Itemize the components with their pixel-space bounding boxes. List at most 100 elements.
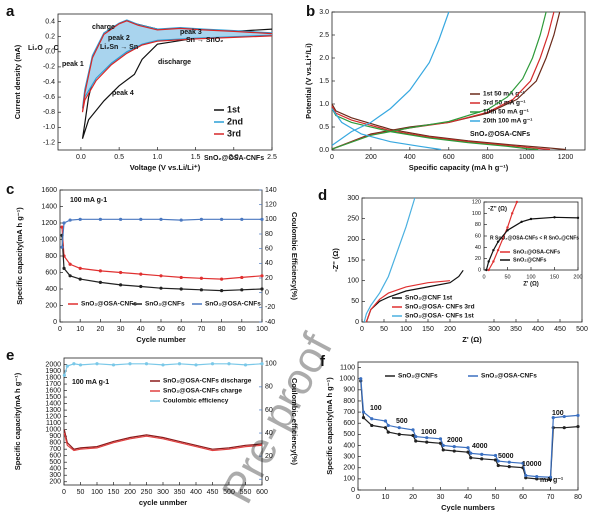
- data-point: [425, 440, 429, 444]
- data-point: [553, 216, 556, 219]
- data-point: [128, 362, 132, 366]
- x-tick-label: 600: [256, 489, 268, 496]
- data-point: [260, 287, 264, 291]
- y-tick-label: 600: [49, 453, 61, 460]
- data-point: [78, 217, 82, 221]
- data-point: [551, 416, 555, 420]
- data-point: [487, 260, 490, 263]
- x-tick-label: 200: [444, 326, 456, 333]
- data-point: [535, 475, 539, 479]
- y2-tick-label: 100: [265, 361, 277, 368]
- x-tick-label: 40: [464, 494, 472, 501]
- y-tick-label: 700: [49, 446, 61, 453]
- annotation: 2000: [447, 437, 463, 444]
- data-point: [60, 245, 64, 249]
- x-tick-label: 550: [240, 489, 252, 496]
- panel: 0 10 20 30 40 50 60 70 8001002003004005006007008…: [320, 353, 582, 512]
- x-tick-label: 0: [330, 154, 334, 161]
- panel: 0 10 20 30 40 50 60 70 80 90 100020040060080010001…: [6, 181, 299, 344]
- panel-label: d: [318, 187, 327, 204]
- y-tick-label: 1600: [45, 387, 61, 394]
- annotation: SnO₂@OSA-CNFs: [204, 155, 264, 162]
- y-tick-label: 40: [475, 245, 481, 251]
- series-line: [331, 11, 547, 151]
- data-point: [159, 286, 163, 290]
- y-tick-label: 1000: [41, 236, 57, 243]
- data-point: [501, 237, 504, 241]
- data-point: [111, 363, 116, 367]
- y-tick-label: 100: [347, 278, 359, 285]
- x-tick-label: 1.0: [152, 154, 162, 161]
- y-tick-label: 0: [355, 319, 359, 326]
- y-axis-label: -Z'' (Ω): [331, 248, 340, 272]
- x-tick-label: 10: [382, 494, 390, 501]
- data-point: [466, 450, 470, 454]
- x-tick-label: 2.5: [267, 154, 277, 161]
- data-point: [411, 428, 415, 432]
- data-point: [240, 288, 244, 292]
- data-point: [72, 362, 76, 366]
- annotation: peak 4: [112, 90, 134, 97]
- data-point: [159, 274, 163, 278]
- data-point: [177, 362, 182, 366]
- data-point: [139, 217, 143, 221]
- y-tick-label: -0.8: [43, 109, 55, 116]
- data-point: [576, 216, 580, 220]
- y2-tick-label: 120: [265, 202, 277, 209]
- data-point: [469, 456, 473, 460]
- x-tick-label: 0.5: [114, 154, 124, 161]
- data-point: [119, 217, 123, 221]
- data-point: [144, 362, 149, 366]
- data-point: [139, 284, 143, 289]
- y-tick-label: 1400: [41, 203, 57, 210]
- series-line: [331, 11, 450, 151]
- x-tick-label: 90: [238, 326, 246, 333]
- y-tick-label: 1.0: [319, 101, 329, 108]
- legend-label: SnO₂@CNFs: [145, 301, 185, 308]
- y-tick-label: 1300: [45, 407, 61, 414]
- x-tick-label: 60: [519, 494, 527, 501]
- y-tick-label: 1100: [46, 420, 61, 427]
- x-axis-label: Specific capacity (mA h g⁻¹): [409, 163, 509, 172]
- y-tick-label: 1.5: [319, 78, 329, 85]
- data-point: [68, 262, 72, 266]
- data-point: [438, 437, 443, 441]
- legend-label: 1st 50 mA g⁻¹: [483, 91, 525, 98]
- data-point: [161, 363, 165, 367]
- y-tick-label: -0.2: [43, 64, 55, 71]
- y-tick-label: 1400: [45, 400, 61, 407]
- y-axis-label: Potential (V vs.Li⁺/Li): [304, 43, 313, 119]
- data-point: [78, 277, 82, 281]
- y-tick-label: 2000: [45, 361, 61, 368]
- legend-label: SnO₂@OSA-CNFs: [81, 301, 137, 308]
- x-tick-label: 400: [190, 489, 202, 496]
- x-axis-label: Voltage (V vs.Li/Li⁺): [130, 163, 201, 172]
- y-tick-label: 1600: [41, 187, 57, 194]
- y-tick-label: -1.2: [43, 139, 55, 146]
- data-point: [359, 377, 363, 381]
- data-point: [119, 283, 123, 287]
- data-point: [210, 362, 215, 366]
- annotation: peak 1: [62, 61, 84, 68]
- y2-tick-label: 140: [265, 187, 277, 194]
- annotation: peak 3: [180, 29, 202, 36]
- y-tick-label: 800: [49, 440, 61, 447]
- x-tick-label: 50: [492, 494, 500, 501]
- y2-tick-label: 20: [265, 453, 273, 460]
- panel-label: f: [320, 353, 326, 370]
- y-tick-label: 80: [475, 222, 481, 228]
- panel: 0 200 400 600 800 1000 1200 0.0 0.5 1.0 1.5 2.0 2.5 3…: [304, 3, 586, 172]
- data-point: [438, 441, 443, 445]
- x-tick-label: 100: [91, 489, 103, 496]
- data-point: [220, 277, 224, 281]
- x-tick-label: 0.0: [76, 154, 86, 161]
- y2-tick-label: 40: [265, 260, 273, 267]
- y-tick-label: 800: [45, 253, 57, 260]
- y-tick-label: 700: [343, 409, 355, 416]
- y-tick-label: 0.4: [45, 18, 55, 25]
- panel-label: a: [6, 3, 15, 20]
- y-tick-label: 1000: [45, 426, 61, 433]
- y-tick-label: 1200: [45, 413, 61, 420]
- data-point: [496, 463, 500, 468]
